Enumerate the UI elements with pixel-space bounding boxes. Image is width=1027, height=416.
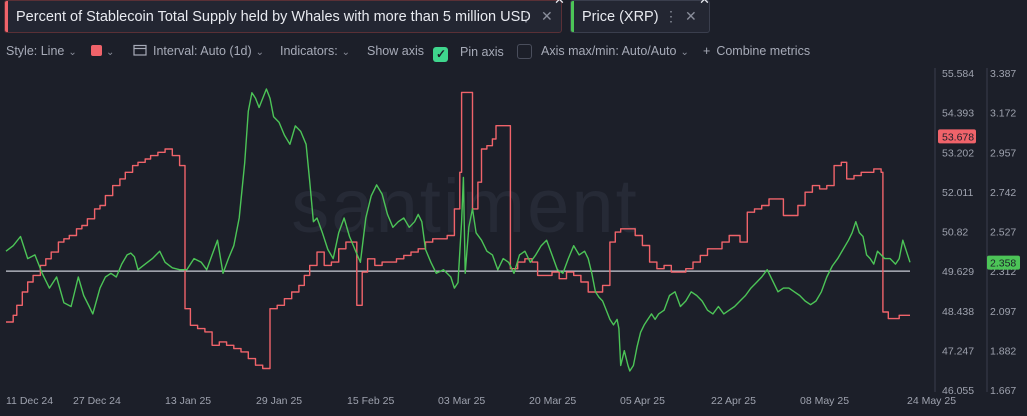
right-axis-tick-label: 2.527: [990, 227, 1016, 239]
calendar-icon: [133, 44, 147, 56]
right-axis-tick-label: 2.097: [990, 306, 1016, 318]
check-icon[interactable]: ✓: [433, 47, 449, 62]
right-axis-tick-label: 2.742: [990, 187, 1016, 199]
chevron-down-icon: ⌄: [680, 47, 689, 58]
series-line-price-xrp: [5, 88, 911, 372]
series-line-whale-supply: [6, 91, 910, 370]
x-axis-tick-label: 15 Feb 25: [347, 395, 394, 407]
color-swatch: [91, 45, 102, 56]
x-axis-tick-label: 29 Jan 25: [256, 395, 302, 407]
close-icon[interactable]: ✕: [699, 0, 710, 8]
left-axis-tick-label: 47.247: [942, 345, 974, 357]
chart-toolbar: Style: Line ⌄ ⌄ Interval: Auto (1d) ⌄ Indi…: [0, 38, 1027, 64]
x-axis-tick-label: 22 Apr 25: [711, 395, 756, 407]
close-icon[interactable]: ✕: [554, 0, 565, 8]
right-axis-tick-label: 3.387: [990, 68, 1016, 80]
axis-maxmin-dropdown[interactable]: Axis max/min: Auto/Auto ⌄: [541, 44, 689, 58]
x-axis-tick-label: 08 May 25: [800, 395, 849, 407]
style-label: Style: Line: [6, 44, 65, 58]
left-axis-tick-label: 54.393: [942, 108, 974, 120]
metric-color-bar: [571, 1, 574, 32]
left-axis-tick-label: 55.584: [942, 68, 974, 80]
chevron-down-icon: ⌄: [255, 47, 265, 58]
interval-dropdown[interactable]: Interval: Auto (1d) ⌄: [133, 44, 264, 58]
style-dropdown[interactable]: Style: Line ⌄: [6, 44, 77, 58]
color-picker[interactable]: ⌄: [91, 44, 114, 58]
x-axis-tick-label: 27 Dec 24: [73, 395, 121, 407]
metric-tab-label: Percent of Stablecoin Total Supply held …: [16, 8, 531, 25]
x-axis-tick-label: 13 Jan 25: [165, 395, 211, 407]
right-axis-current-value: 2.358: [990, 258, 1016, 270]
x-axis-tick-label: 11 Dec 24: [6, 395, 53, 407]
combine-metrics-label: Combine metrics: [716, 44, 811, 58]
right-axis-tick-label: 3.172: [990, 108, 1016, 120]
left-axis-current-value: 53.678: [942, 131, 974, 143]
chevron-down-icon: ⌄: [68, 47, 77, 58]
plus-icon: +: [703, 44, 711, 58]
kebab-icon[interactable]: ⋮: [519, 8, 533, 24]
left-axis-tick-label: 46.055: [942, 385, 974, 397]
left-axis-tick-label: 48.438: [942, 306, 974, 318]
x-axis-tick-label: 03 Mar 25: [438, 395, 485, 407]
interval-label: Interval: Auto (1d): [153, 44, 252, 58]
x-axis-tick-label: 24 May 25: [907, 395, 956, 407]
kebab-icon[interactable]: ⋮: [664, 8, 678, 24]
metric-color-bar: [5, 1, 8, 32]
metric-tab-label: Price (XRP): [582, 8, 659, 25]
pin-axis-checkbox[interactable]: [517, 44, 533, 59]
left-axis-tick-label: 49.629: [942, 266, 974, 278]
show-axis-label: Show axis: [367, 44, 424, 58]
right-axis-tick-label: 1.882: [990, 345, 1016, 357]
close-icon[interactable]: ✕: [685, 8, 697, 24]
chevron-down-icon: ⌄: [106, 47, 115, 58]
close-icon[interactable]: ✕: [541, 8, 553, 24]
metric-tab-price-xrp[interactable]: Price (XRP) ⋮ ✕ ✕: [570, 0, 710, 33]
right-axis-tick-label: 1.667: [990, 385, 1016, 397]
right-axis-tick-label: 2.957: [990, 147, 1016, 159]
left-axis-tick-label: 53.202: [942, 147, 974, 159]
combine-metrics-button[interactable]: + Combine metrics: [703, 44, 810, 58]
indicators-label: Indicators:: [280, 44, 338, 58]
x-axis-tick-label: 05 Apr 25: [620, 395, 665, 407]
show-axis-toggle[interactable]: Show axis ✓: [367, 44, 449, 62]
pin-axis-label: Pin axis: [460, 45, 504, 59]
right-axis-current-badge: [987, 255, 1020, 270]
left-axis-tick-label: 50.82: [942, 227, 968, 239]
metric-tab-whale-supply[interactable]: Percent of Stablecoin Total Supply held …: [4, 0, 565, 33]
indicators-dropdown[interactable]: Indicators: ⌄: [280, 44, 350, 58]
axis-maxmin-label: Axis max/min: Auto/Auto: [541, 44, 677, 58]
left-axis-current-badge: [938, 129, 976, 144]
x-axis-tick-label: 20 Mar 25: [529, 395, 576, 407]
chevron-down-icon: ⌄: [341, 47, 351, 58]
left-axis-tick-label: 52.011: [942, 187, 973, 199]
pin-axis-toggle[interactable]: Pin axis: [460, 44, 533, 59]
